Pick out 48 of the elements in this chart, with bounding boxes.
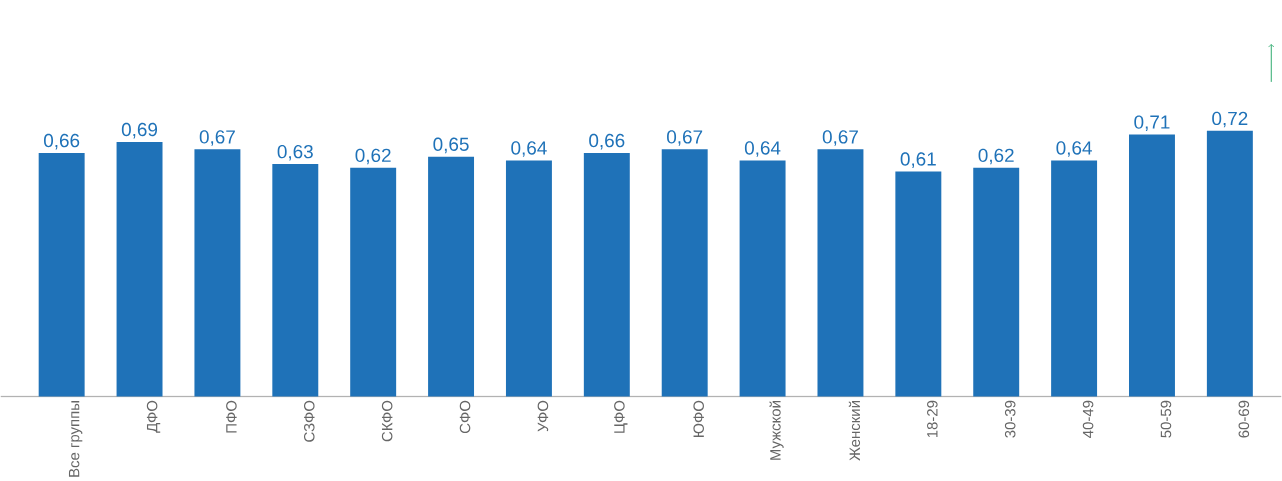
data-label: 0,63	[277, 144, 313, 161]
x-tick-label: ЦФО	[614, 400, 628, 433]
data-label: 0,62	[355, 148, 391, 165]
bar	[739, 160, 786, 397]
bar	[428, 156, 475, 397]
data-label: 0,67	[199, 130, 235, 146]
bar	[116, 141, 163, 397]
bar	[1206, 130, 1253, 397]
data-label: 0,66	[43, 133, 80, 150]
bar	[583, 152, 630, 397]
bar	[1051, 160, 1098, 397]
data-label: 0,64	[511, 141, 547, 157]
x-tick-label: ДФО	[146, 400, 161, 433]
data-label: 0,71	[1134, 115, 1170, 131]
bar	[38, 152, 85, 397]
x-tick-label: 18-29	[927, 400, 938, 438]
data-label: 0,66	[589, 133, 625, 150]
bar	[350, 167, 397, 397]
bar	[895, 171, 942, 397]
bar	[661, 149, 708, 397]
x-tick-label: ПФО	[226, 400, 237, 433]
data-label: 0,69	[121, 122, 158, 139]
bar	[817, 149, 864, 397]
x-tick-label: СФО	[459, 400, 471, 433]
data-label: 0,61	[900, 152, 936, 168]
x-tick-label: Мужской	[769, 401, 784, 460]
x-tick-label: УФО	[537, 400, 549, 432]
data-label: 0,65	[433, 137, 469, 154]
x-tick-label: 30-39	[1004, 400, 1016, 438]
bar	[272, 163, 319, 397]
data-label: 0,72	[1212, 111, 1248, 128]
bar	[1129, 134, 1175, 397]
data-label: 0,67	[822, 130, 858, 146]
x-tick-label: 40-49	[1082, 400, 1094, 438]
x-tick-label: 50-59	[1160, 400, 1172, 438]
x-tick-label: Все группы	[68, 400, 83, 477]
bar	[973, 167, 1020, 397]
x-tick-label: СКФО	[381, 400, 393, 442]
bar	[505, 160, 552, 397]
data-label: 0,64	[1056, 141, 1092, 157]
x-tick-label: Женский	[848, 401, 861, 461]
data-label: 0,62	[978, 148, 1014, 165]
x-tick-label: 60-69	[1238, 400, 1250, 438]
bar	[194, 149, 241, 397]
data-label: 0,64	[744, 141, 781, 157]
x-tick-label: ЮФО	[693, 400, 704, 437]
data-label: 0,67	[667, 130, 703, 146]
x-tick-label: СЗФО	[304, 400, 315, 442]
